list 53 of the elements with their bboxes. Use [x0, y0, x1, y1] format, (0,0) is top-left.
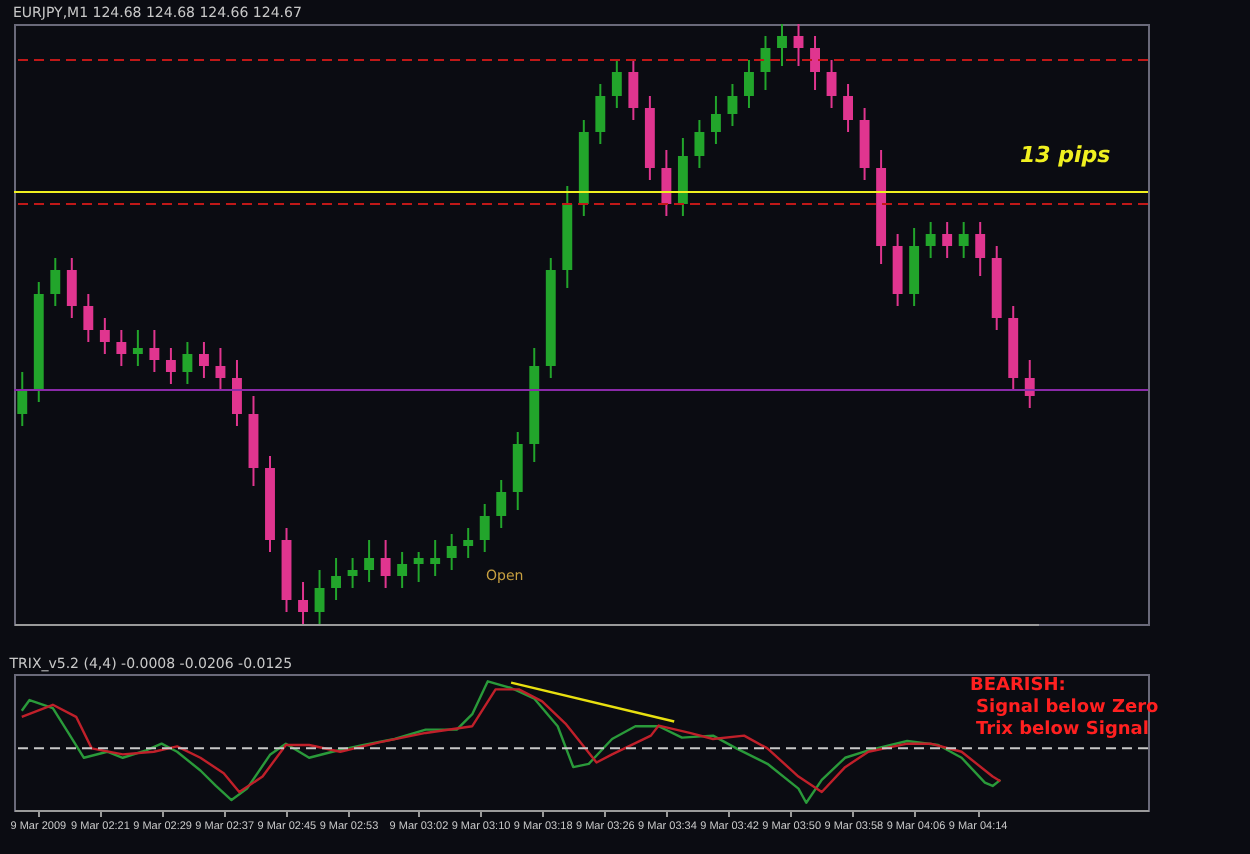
- candlestick: [232, 359, 242, 427]
- candlestick: [132, 329, 143, 367]
- candlestick: [17, 371, 28, 427]
- candlestick: [925, 221, 936, 259]
- candlestick: [744, 59, 754, 109]
- candlestick: [198, 341, 209, 379]
- candlestick: [430, 539, 441, 577]
- candlestick: [826, 59, 837, 109]
- candlestick: [479, 503, 490, 553]
- candlestick: [595, 83, 606, 145]
- candlestick: [397, 551, 408, 589]
- candlestick: [298, 581, 308, 625]
- candlestick: [859, 107, 870, 181]
- candlestick: [958, 221, 969, 259]
- annotation: 13 pips: [1020, 142, 1112, 168]
- annotation: Trix below Signal: [976, 720, 1149, 740]
- candlestick: [810, 35, 820, 91]
- candlestick: [50, 257, 61, 307]
- candlestick: [83, 293, 94, 343]
- candlestick: [1024, 359, 1035, 409]
- candlestick: [793, 23, 804, 67]
- candlestick: [694, 119, 705, 169]
- candlestick: [149, 329, 160, 373]
- candlestick: [710, 95, 721, 145]
- candlestick: [611, 59, 622, 109]
- candlestick: [182, 341, 193, 385]
- candlestick: [116, 329, 127, 367]
- candlestick: [463, 527, 474, 559]
- candlestick: [364, 539, 375, 583]
- candlestick: [727, 83, 738, 127]
- candlestick: [99, 317, 110, 355]
- candlestick: [66, 257, 77, 319]
- candlestick: [413, 551, 424, 583]
- candlestick: [496, 479, 507, 529]
- candlestick: [380, 539, 391, 589]
- candlestick: [843, 83, 854, 133]
- candlestick: [215, 347, 226, 391]
- candlestick: [314, 569, 325, 625]
- candlestick: [975, 221, 986, 277]
- candlestick: [677, 137, 688, 217]
- candlestick: [165, 347, 176, 385]
- candlestick: [777, 23, 787, 67]
- candlestick: [661, 149, 672, 217]
- candlestick: [331, 557, 342, 601]
- candlestick: [942, 221, 953, 259]
- candlestick: [909, 227, 920, 307]
- candlestick: [446, 533, 457, 571]
- candlestick: [892, 233, 903, 307]
- candlestick: [512, 431, 523, 511]
- candlestick: [347, 557, 358, 589]
- candlestick: [628, 59, 639, 121]
- annotation: BEARISH:: [970, 676, 1066, 696]
- annotation: Signal below Zero: [976, 698, 1159, 718]
